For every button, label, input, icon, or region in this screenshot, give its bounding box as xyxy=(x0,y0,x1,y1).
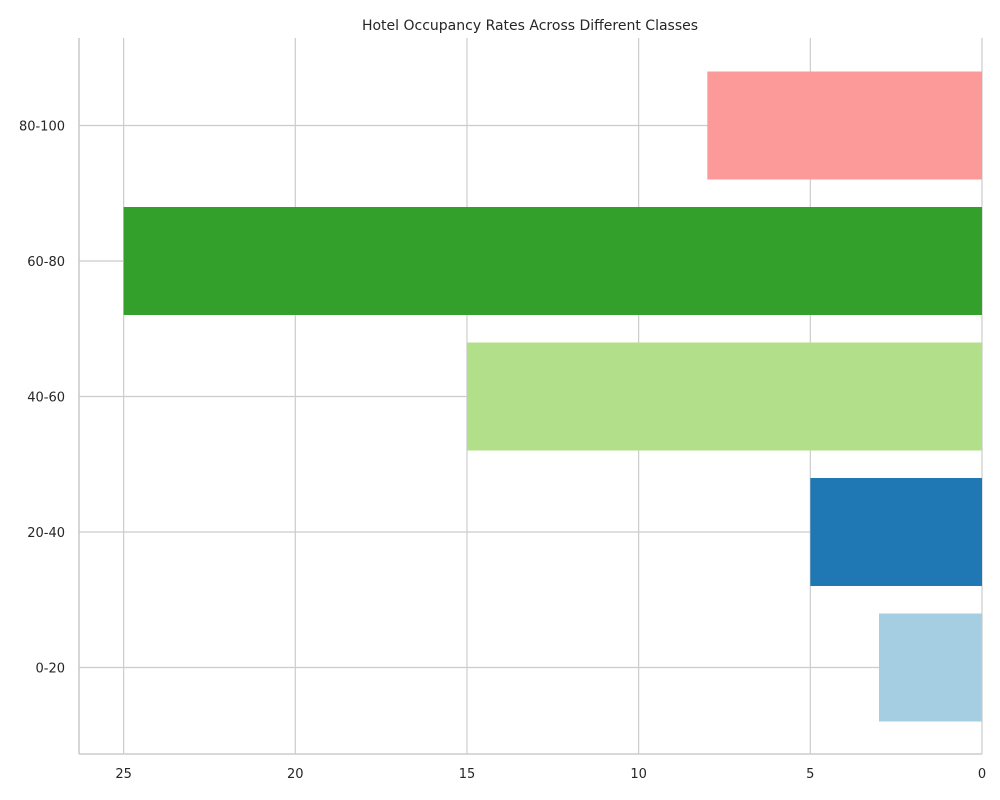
x-tick-label: 0 xyxy=(978,767,986,782)
bar-40-60 xyxy=(466,342,983,451)
bar-60-80 xyxy=(123,207,982,315)
x-tick-label: 15 xyxy=(459,767,476,782)
x-tick-label: 5 xyxy=(806,767,814,782)
bar-20-40 xyxy=(810,478,982,586)
y-tick-label: 60-80 xyxy=(27,255,65,270)
bar-0-20 xyxy=(878,613,982,722)
y-tick-label: 40-60 xyxy=(27,391,65,406)
x-tick-label: 20 xyxy=(287,767,304,782)
bar-80-100 xyxy=(707,71,982,180)
chart-title: Hotel Occupancy Rates Across Different C… xyxy=(362,18,698,34)
y-tick-label: 80-100 xyxy=(19,120,65,135)
x-tick-label: 10 xyxy=(630,767,647,782)
x-tick-labels: 25 20 15 10 5 0 xyxy=(115,767,986,782)
y-tick-label: 20-40 xyxy=(27,526,65,541)
x-tick-label: 25 xyxy=(115,767,132,782)
axes xyxy=(78,38,982,755)
y-tick-labels: 0-20 20-40 40-60 60-80 80-100 xyxy=(19,120,65,677)
y-tick-label: 0-20 xyxy=(35,662,65,677)
bars xyxy=(123,71,983,722)
